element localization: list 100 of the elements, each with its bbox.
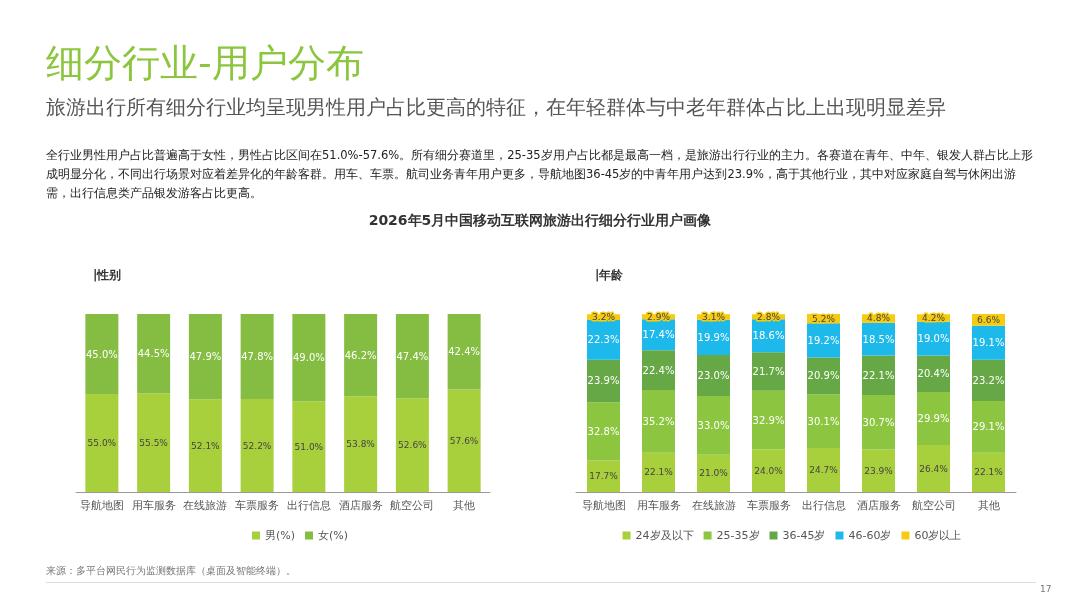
bar [917,391,950,446]
bar [137,314,171,394]
data-label: 42.4% [448,346,481,358]
data-label: 5.2% [812,313,836,324]
data-label: 55.5% [139,437,169,448]
bar [240,399,274,492]
bar [85,394,119,492]
legend-label: 男(%) [264,529,296,542]
x-tick-label: 车票服务 [746,499,791,512]
data-label: 21.0% [699,468,729,479]
bar [972,400,1005,453]
bar [807,357,840,395]
data-label: 21.7% [752,366,785,378]
bar [85,314,119,395]
data-label: 18.6% [752,330,785,342]
data-label: 47.4% [396,350,429,362]
data-label: 30.1% [807,415,840,427]
x-tick-label: 航空公司 [390,499,435,512]
data-label: 53.8% [346,439,376,450]
x-tick-label: 用车服务 [131,499,176,512]
data-label: 17.4% [642,329,675,341]
bar [188,314,222,400]
bar [447,389,481,492]
data-label: 57.6% [449,435,479,446]
text: 细分行业-用户分布 [46,40,364,87]
bar [807,394,840,449]
data-label: 44.5% [137,348,170,360]
data-label: 18.5% [862,333,895,345]
bar [137,393,171,492]
data-label: 19.1% [972,337,1005,349]
data-label: 23.2% [972,374,1005,386]
data-label: 24.7% [809,465,839,476]
data-label: 52.2% [242,440,272,451]
data-label: 29.1% [972,421,1005,433]
x-tick-label: 航空公司 [911,499,956,512]
data-label: 47.9% [189,351,222,363]
legend-label: 女(%) [318,529,349,542]
x-tick-label: 酒店服务 [856,499,901,512]
bar [240,314,274,400]
x-tick-label: 导航地图 [581,499,626,512]
x-tick-label: 其他 [453,499,476,512]
bar [447,314,481,390]
data-label: 22.1% [862,369,895,381]
data-label: 22.4% [642,364,675,376]
data-label: 52.6% [398,440,428,451]
data-label: 22.1% [644,467,674,478]
chart-title: |年龄 [595,268,625,282]
data-label: 22.1% [974,467,1004,478]
legend-label: 24岁及以下 [635,529,694,542]
legend-label: 60岁以上 [914,529,962,542]
data-label: 29.9% [917,412,950,424]
data-label: 32.8% [587,425,620,437]
x-tick-label: 在线旅游 [183,499,228,512]
data-label: 3.1% [702,311,726,322]
data-label: 46.2% [344,349,377,361]
x-tick-label: 车票服务 [235,499,280,512]
x-tick-label: 出行信息 [286,499,331,512]
x-tick-label: 酒店服务 [338,499,383,512]
data-label: 52.1% [191,440,221,451]
data-label: 22.3% [587,334,620,346]
text: 全行业男性用户占比普遍高于女性，男性占比区间在51.0%-57.6%。所有细分赛道里，25-35岁用户占比都是最高一档，是旅游出行行业的主力。各赛道在青年、中年、银发人群占比上形成明显分化，不同出行场景对应着差异化的年龄客群。用车、车票。航司业务青年用户更多，导航地图36-45岁的中青年用户达到23.9%，高于其他行业，其中对应家庭自驾与休闲出游需，出行信息类产品银发游客占比更高。 [46,147,1034,202]
data-label: 4.2% [922,313,946,324]
data-label: 19.0% [917,333,950,345]
bar [697,395,730,455]
x-tick-label: 在线旅游 [691,499,736,512]
data-label: 23.9% [864,465,894,476]
legend-label: 36-45岁 [782,529,826,542]
data-label: 55.0% [87,438,117,449]
bar [292,401,326,492]
x-tick-label: 其他 [977,499,1000,512]
bar [752,352,785,391]
data-label: 47.8% [241,351,274,363]
text: 17 [1040,584,1052,594]
text: 旅游出行所有细分行业均呈现男性用户占比更高的特征，在年轻群体与中老年群体占比上出现明显差异 [46,95,946,121]
data-label: 24.0% [754,465,784,476]
data-label: 3.2% [592,312,616,323]
data-label: 19.2% [807,334,840,346]
text: 2026年5月中国移动互联网旅游出行细分行业用户画像 [367,212,713,230]
bar [752,390,785,450]
data-label: 51.0% [294,441,324,452]
data-label: 45.0% [85,348,118,360]
data-label: 23.9% [587,375,620,387]
data-label: 49.0% [292,352,325,364]
data-label: 20.9% [807,370,840,382]
bar [642,390,675,453]
bar [344,314,378,397]
data-label: 20.4% [917,368,950,380]
bar [587,402,620,461]
bar [344,396,378,492]
data-label: 19.9% [697,331,730,343]
legend-label: 46-60岁 [848,529,892,542]
data-label: 4.8% [867,313,891,324]
bar [395,314,429,399]
data-label: 35.2% [642,415,675,427]
bar [292,314,326,402]
bar [395,398,429,492]
data-label: 26.4% [919,463,949,474]
x-tick-label: 用车服务 [636,499,681,512]
chart-title: |性别 [93,268,122,282]
data-label: 17.7% [589,471,619,482]
